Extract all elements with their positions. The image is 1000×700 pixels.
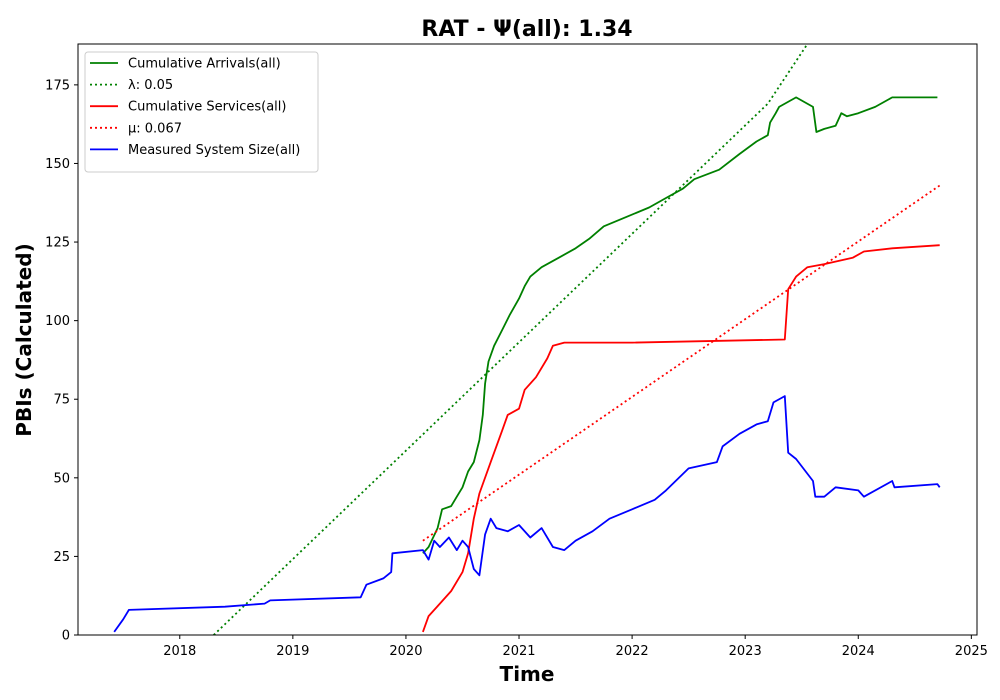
y-tick-label: 50 — [53, 471, 70, 486]
series-line-3 — [422, 184, 941, 542]
x-axis: 2018 2019 2020 2021 2022 2023 2024 2025 — [163, 635, 988, 659]
x-tick-label: 2018 — [163, 644, 196, 659]
legend-box — [84, 51, 319, 173]
x-tick-label: 2021 — [502, 644, 535, 659]
plot-area — [113, 44, 941, 635]
series-line-2 — [422, 244, 940, 633]
y-tick-label: 100 — [45, 314, 70, 329]
x-tick-label: 2025 — [955, 644, 988, 659]
legend-label: Cumulative Services(all) — [128, 100, 286, 115]
y-tick-label: 0 — [62, 629, 70, 644]
series-line-0 — [422, 96, 938, 554]
legend-label: Cumulative Arrivals(all) — [128, 57, 281, 72]
y-tick-label: 125 — [45, 236, 70, 251]
y-tick-label: 150 — [45, 157, 70, 172]
series-line-4 — [113, 395, 941, 633]
x-tick-label: 2022 — [616, 644, 649, 659]
y-tick-label: 75 — [53, 393, 70, 408]
series-line-1 — [213, 44, 809, 635]
y-axis: 0 25 50 75 100 125 150 175 — [45, 78, 78, 644]
x-tick-label: 2024 — [842, 644, 875, 659]
chart-title: RAT - Ψ(all): 1.34 — [421, 17, 632, 42]
x-tick-label: 2023 — [729, 644, 762, 659]
legend-label: μ: 0.067 — [128, 121, 182, 136]
legend-label: λ: 0.05 — [128, 78, 173, 93]
y-tick-label: 25 — [53, 550, 70, 565]
x-axis-label: Time — [500, 662, 555, 686]
x-tick-label: 2019 — [276, 644, 309, 659]
legend-label: Measured System Size(all) — [128, 143, 300, 158]
y-tick-label: 175 — [45, 78, 70, 93]
y-axis-label: PBIs (Calculated) — [12, 243, 36, 436]
x-tick-label: 2020 — [389, 644, 422, 659]
plot-frame — [77, 43, 978, 636]
legend: Cumulative Arrivals(all) λ: 0.05 Cumulativ… — [84, 51, 319, 173]
